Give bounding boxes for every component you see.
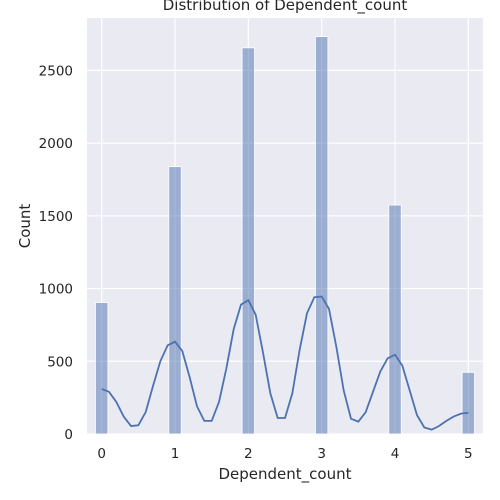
bars [95,36,475,435]
y-tick-label: 500 [47,354,73,370]
x-tick-labels: 0 1 2 3 4 5 [97,446,472,462]
histogram-bar [315,36,329,435]
histogram-bar [461,371,475,435]
kde-curve [101,295,469,431]
x-tick-label: 0 [97,446,106,462]
y-tick-label: 2500 [39,63,73,79]
y-axis-label: Count [16,204,34,249]
x-tick-label: 4 [391,446,400,462]
chart-title: Distribution of Dependent_count [163,0,408,15]
plot-background [87,18,483,434]
y-tick-label: 1000 [39,282,73,298]
histogram-bar [241,47,255,435]
y-tick-label: 0 [64,427,73,443]
histogram-bar [388,204,402,435]
x-axis-label: Dependent_count [219,465,352,484]
y-tick-labels: 0 500 1000 1500 2000 2500 [39,63,73,443]
y-tick-label: 2000 [39,136,73,152]
y-tick-label: 1500 [39,209,73,225]
histogram-bar [168,166,182,435]
x-tick-label: 2 [244,446,253,462]
x-tick-label: 1 [171,446,180,462]
x-tick-label: 5 [464,446,473,462]
x-tick-label: 3 [317,446,326,462]
histogram-bar [95,302,109,435]
